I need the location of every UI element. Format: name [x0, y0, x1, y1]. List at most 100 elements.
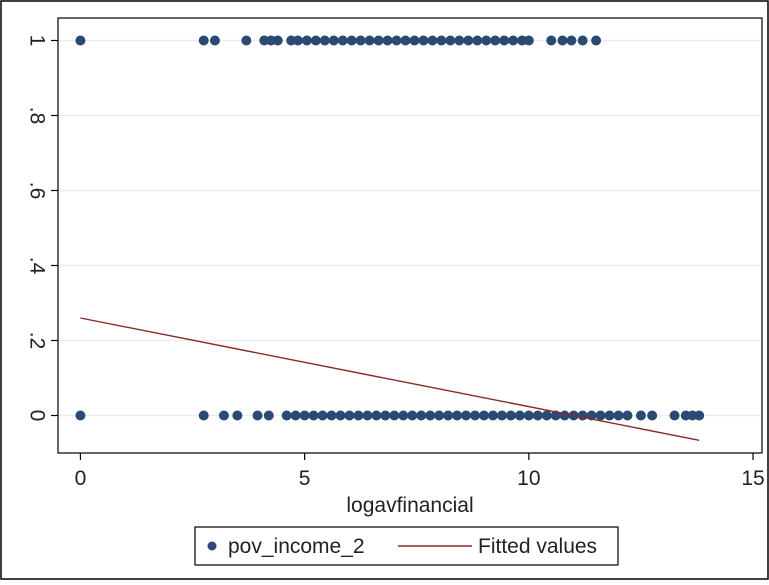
- y-tick-label: 1: [26, 35, 49, 47]
- scatter-point: [694, 410, 705, 421]
- scatter-point: [481, 35, 492, 46]
- fitted-line: [80, 317, 700, 441]
- scatter-point: [290, 410, 301, 421]
- scatter-point: [389, 410, 400, 421]
- scatter-point: [301, 35, 312, 46]
- scatter-point: [373, 35, 384, 46]
- scatter-point: [508, 35, 519, 46]
- scatter-point: [559, 410, 570, 421]
- scatter-point: [407, 410, 418, 421]
- scatter-point: [319, 35, 330, 46]
- scatter-point: [252, 410, 263, 421]
- scatter-point: [346, 35, 357, 46]
- scatter-point: [669, 410, 680, 421]
- scatter-point: [532, 410, 543, 421]
- legend: pov_income_2 Fitted values: [194, 526, 619, 566]
- data-layer: [75, 35, 705, 441]
- scatter-point: [436, 35, 447, 46]
- scatter-point: [317, 410, 328, 421]
- scatter-point: [472, 35, 483, 46]
- scatter-point: [416, 410, 427, 421]
- scatter-point: [425, 410, 436, 421]
- scatter-point: [523, 35, 534, 46]
- scatter-point: [218, 410, 229, 421]
- scatter-point: [499, 35, 510, 46]
- scatter-point: [75, 35, 86, 46]
- x-tick-label: 10: [517, 467, 540, 490]
- scatter-point: [443, 410, 454, 421]
- scatter-point: [326, 410, 337, 421]
- scatter-point: [344, 410, 355, 421]
- scatter-point: [523, 410, 534, 421]
- scatter-point: [328, 35, 339, 46]
- scatter-point: [308, 410, 319, 421]
- scatter-point: [454, 35, 465, 46]
- scatter-point: [577, 35, 588, 46]
- axis-layer: 0.2.4.6.810 5 10 15: [26, 35, 765, 490]
- x-tick-label: 0: [75, 467, 87, 490]
- scatter-point: [452, 410, 463, 421]
- legend-label-fitted-values: Fitted values: [478, 535, 597, 558]
- plot-frame: [57, 17, 763, 454]
- legend-marker-pov-income-2: [207, 541, 217, 551]
- scatter-point: [353, 410, 364, 421]
- scatter-point: [409, 35, 420, 46]
- scatter-point: [232, 410, 243, 421]
- scatter-point: [75, 410, 86, 421]
- scatter-point: [241, 35, 252, 46]
- scatter-point: [355, 35, 366, 46]
- scatter-point: [635, 410, 646, 421]
- scatter-point: [566, 35, 577, 46]
- scatter-point: [335, 410, 346, 421]
- scatter-point: [398, 410, 409, 421]
- scatter-point: [427, 35, 438, 46]
- scatter-point: [647, 410, 658, 421]
- scatter-point: [514, 410, 525, 421]
- y-tick-label: 0: [26, 410, 49, 422]
- scatter-point: [577, 410, 588, 421]
- scatter-point: [418, 35, 429, 46]
- scatter-point: [470, 410, 481, 421]
- scatter-point: [461, 410, 472, 421]
- scatter-point: [496, 410, 507, 421]
- scatter-point: [371, 410, 382, 421]
- scatter-point: [209, 35, 220, 46]
- scatter-point: [272, 35, 283, 46]
- scatter-point: [263, 410, 274, 421]
- scatter-point: [310, 35, 321, 46]
- x-tick-label: 15: [741, 467, 764, 490]
- scatter-point: [591, 35, 602, 46]
- scatter-point: [463, 35, 474, 46]
- scatter-point: [198, 410, 209, 421]
- scatter-point: [487, 410, 498, 421]
- scatter-point: [198, 35, 209, 46]
- scatter-point: [604, 410, 615, 421]
- scatter-point: [400, 35, 411, 46]
- scatter-point: [391, 35, 402, 46]
- scatter-point: [292, 35, 303, 46]
- scatter-point: [613, 410, 624, 421]
- y-tick-label: .4: [26, 257, 49, 275]
- legend-box: [194, 526, 619, 566]
- x-axis-label: logavfinancial: [346, 494, 473, 517]
- scatter-point: [364, 35, 375, 46]
- legend-label-pov-income-2: pov_income_2: [228, 535, 365, 558]
- scatter-point: [362, 410, 373, 421]
- scatter-point: [478, 410, 489, 421]
- scatter-point: [622, 410, 633, 421]
- scatter-point: [546, 35, 557, 46]
- scatter-point: [595, 410, 606, 421]
- scatter-point: [505, 410, 516, 421]
- scatter-point: [434, 410, 445, 421]
- scatter-point: [380, 410, 391, 421]
- scatter-point: [281, 410, 292, 421]
- scatter-point: [557, 35, 568, 46]
- x-tick-label: 5: [299, 467, 311, 490]
- y-tick-label: .2: [26, 332, 49, 350]
- scatter-point: [445, 35, 456, 46]
- y-tick-label: .6: [26, 182, 49, 200]
- scatter-point: [490, 35, 501, 46]
- scatter-point: [382, 35, 393, 46]
